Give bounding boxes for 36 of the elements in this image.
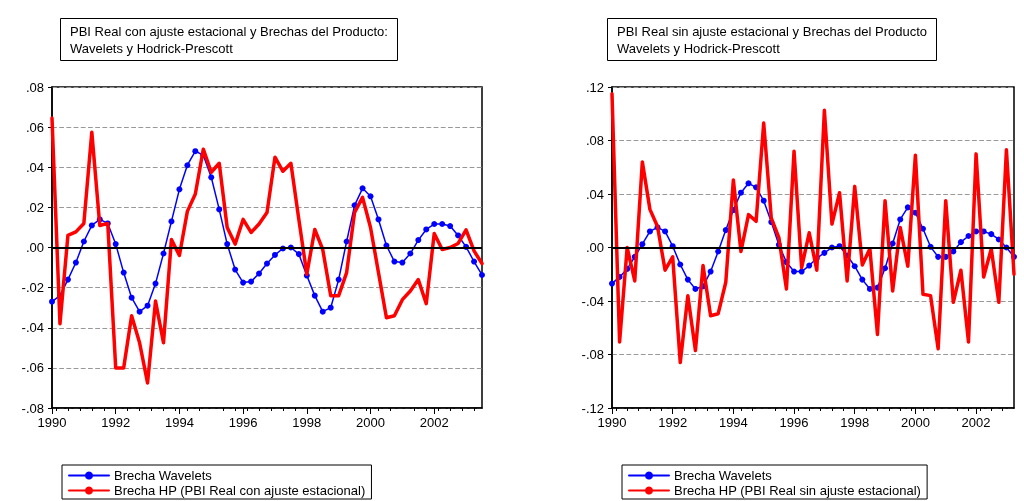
legend-label: Brecha HP (PBI Real con ajuste estacional) xyxy=(114,483,366,498)
x-tick-label: 2000 xyxy=(900,415,930,430)
y-tick-label: -.04 xyxy=(581,293,604,309)
y-tick-label: -.04 xyxy=(21,320,44,336)
y-tick-label: .08 xyxy=(585,133,604,148)
y-tick-label: .02 xyxy=(25,199,44,215)
chart-title: PBI Real sin ajuste estacional y Brechas del Producto Wavelets y Hodrick-Prescott xyxy=(617,24,928,56)
y-tick-label: .00 xyxy=(585,240,604,255)
x-tick-label: 1996 xyxy=(228,415,258,430)
legend-label: Brecha Wavelets xyxy=(114,468,213,483)
y-tick-label: .04 xyxy=(25,159,44,175)
x-tick-label: 1998 xyxy=(292,415,322,430)
y-tick-label: -.06 xyxy=(21,360,44,376)
legend-label: Brecha HP (PBI Real sin ajuste estacional) xyxy=(674,483,921,498)
y-tick-label: .08 xyxy=(25,79,44,95)
chart-title: PBI Real con ajuste estacional y Brechas del Producto: Wavelets y Hodrick-Prescott xyxy=(70,24,388,56)
y-tick-label: .06 xyxy=(25,119,44,135)
y-tick-label: .12 xyxy=(585,79,604,95)
y-tick-label: .04 xyxy=(585,186,604,202)
y-tick-label: -.02 xyxy=(21,280,44,296)
x-tick-label: 1992 xyxy=(101,415,131,430)
x-tick-label: 1994 xyxy=(718,415,748,430)
y-tick-label: -.08 xyxy=(581,347,604,362)
x-tick-label: 1998 xyxy=(840,415,870,430)
x-tick-label: 1990 xyxy=(597,415,627,430)
x-tick-label: 1994 xyxy=(164,415,194,430)
x-tick-label: 1990 xyxy=(37,415,67,430)
x-tick-label: 2002 xyxy=(961,415,991,430)
x-tick-label: 1996 xyxy=(779,415,809,430)
y-tick-label: -.08 xyxy=(21,400,44,416)
y-tick-label: .00 xyxy=(25,240,44,255)
x-tick-label: 2000 xyxy=(356,415,385,430)
y-tick-label: -.12 xyxy=(581,400,604,416)
x-tick-label: 2002 xyxy=(419,415,449,430)
legend-label: Brecha Wavelets xyxy=(674,468,773,483)
x-tick-label: 1992 xyxy=(658,415,688,430)
